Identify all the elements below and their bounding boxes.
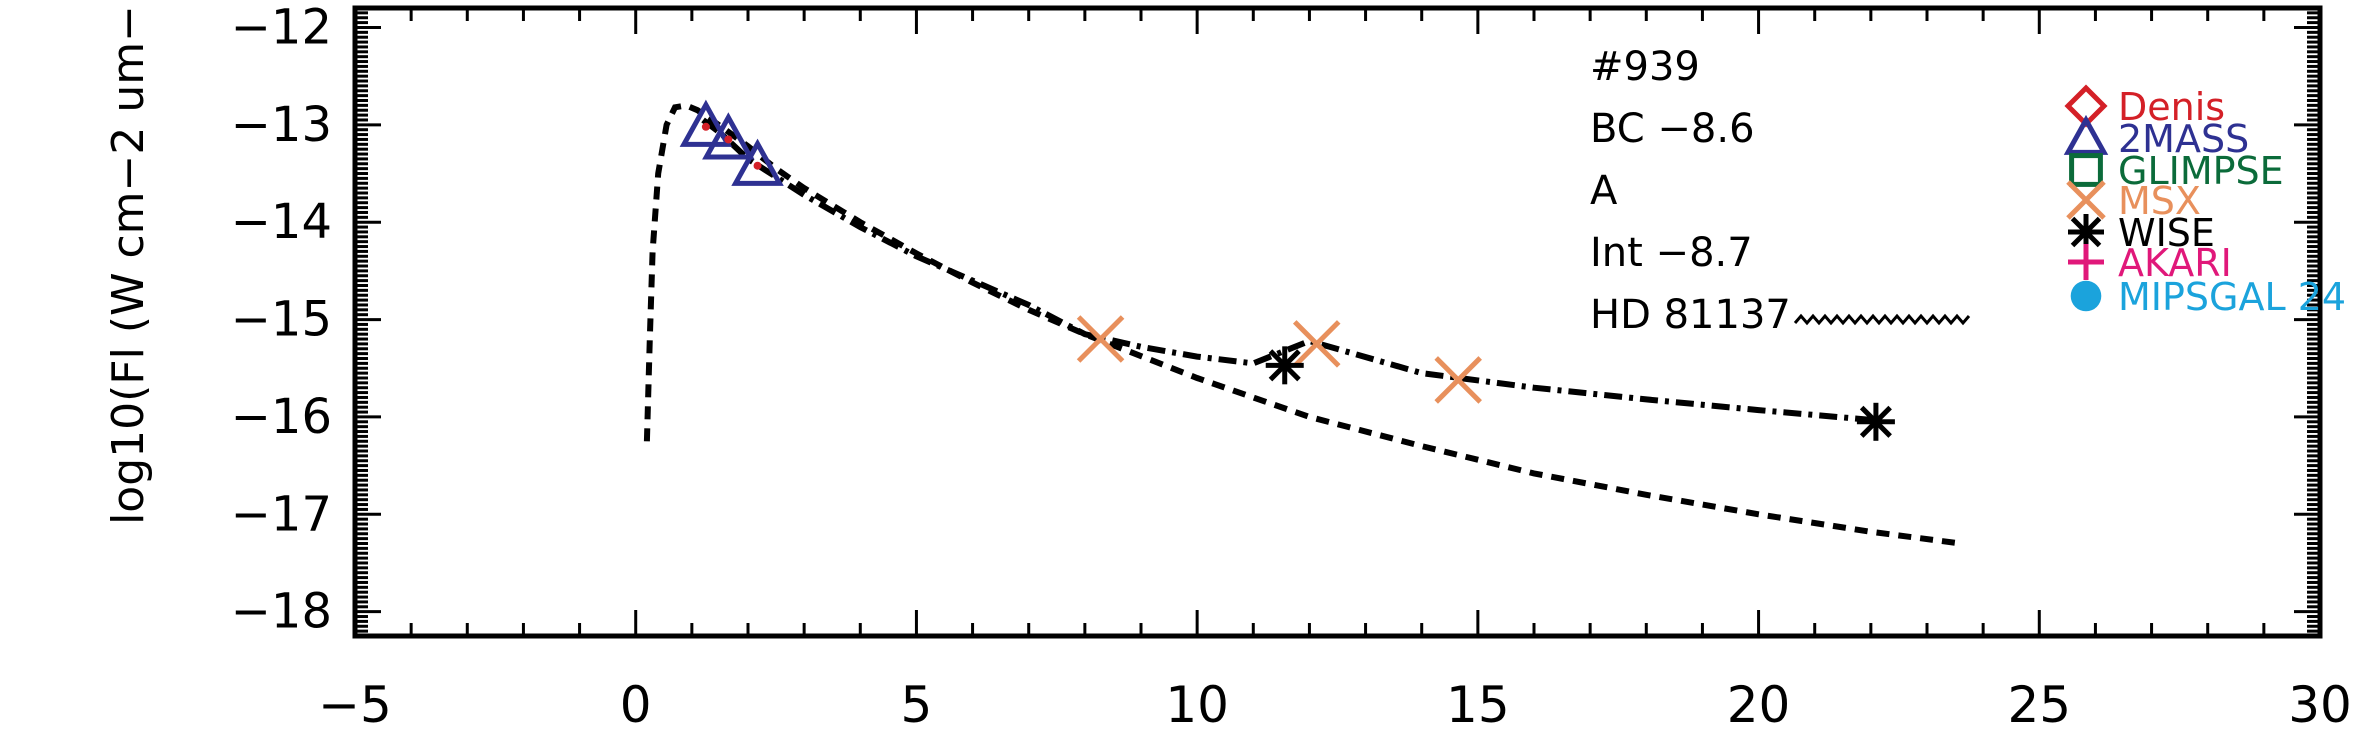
legend-item: MSX: [2066, 179, 2201, 223]
y-tick-label: −17: [231, 486, 332, 542]
y-tick-label: −12: [231, 0, 332, 55]
mipsgal-24-legend-icon: [2070, 280, 2102, 312]
2mass-point: [679, 99, 733, 147]
y-tick-label: −13: [231, 97, 332, 153]
annotation-line: A: [1590, 168, 1618, 214]
x-tick-label: 5: [901, 676, 933, 734]
legend-item: Denis: [2064, 84, 2225, 129]
y-axis-label: log10(Fl (W cm−2 um−: [103, 5, 154, 525]
y-tick-label: −18: [231, 584, 332, 640]
legend-item: AKARI: [2068, 241, 2232, 285]
x-tick-label: 30: [2288, 676, 2352, 734]
legend-item: GLIMPSE: [2069, 149, 2284, 193]
legend-label: MIPSGAL 24: [2118, 275, 2346, 319]
x-tick-marks: [353, 8, 2322, 636]
msx-point: [1292, 320, 1341, 368]
point-center-dot: [701, 122, 710, 131]
x-tick-labels: −5 0 5 10 15 20 25 30: [318, 676, 2352, 734]
legend-label: Denis: [2118, 85, 2225, 129]
wise-point: [1265, 346, 1304, 385]
annotation-line: Int −8.7: [1590, 230, 1753, 276]
plot-border: [352, 5, 2323, 639]
data-markers: [679, 99, 1895, 441]
msx-point: [1076, 315, 1125, 363]
point-center-dot: [753, 161, 762, 170]
x-tick-label: 25: [2007, 676, 2071, 734]
akari-legend-icon: [2068, 244, 2104, 280]
legend-label: MSX: [2118, 179, 2201, 223]
legend-item: 2MASS: [2063, 114, 2249, 161]
dashed-model-line: [643, 102, 1962, 547]
glimpse-legend-icon: [2069, 153, 2103, 187]
legend-item: MIPSGAL 24: [2070, 275, 2346, 319]
x-tick-label: 0: [620, 676, 652, 734]
msx-legend-icon: [2066, 180, 2106, 220]
dash-dot-model-line: [701, 117, 1872, 423]
legend-item: WISE: [2068, 211, 2215, 255]
y-tick-label: −15: [231, 292, 332, 348]
y-tick-marks: [355, 6, 2320, 638]
2mass-legend-icon: [2063, 114, 2109, 155]
annotation-line: HD 81137: [1590, 292, 1791, 338]
point-center-dot: [724, 135, 733, 144]
legend-label: AKARI: [2118, 241, 2232, 285]
wise-point: [1856, 402, 1895, 441]
annotation-line: #939: [1590, 44, 1700, 90]
legend-label: GLIMPSE: [2118, 149, 2284, 193]
2mass-point: [702, 112, 755, 160]
x-tick-label: −5: [318, 676, 392, 734]
y-tick-label: −14: [231, 194, 332, 250]
legend-label: 2MASS: [2118, 117, 2249, 161]
2mass-point: [731, 138, 784, 186]
annotation-wavy-line: [1793, 313, 1971, 326]
model-lines: [643, 102, 1962, 547]
legend-label: WISE: [2118, 211, 2215, 255]
annotations: #939 BC −8.6 A Int −8.7 HD 81137: [1590, 44, 1971, 338]
x-tick-label: 15: [1446, 676, 1510, 734]
annotation-line: BC −8.6: [1590, 106, 1755, 152]
y-tick-label: −16: [231, 389, 332, 445]
msx-point: [1434, 356, 1482, 404]
y-tick-labels: −18 −17 −16 −15 −14 −13 −12: [231, 0, 332, 640]
x-tick-label: 10: [1165, 676, 1229, 734]
x-tick-label: 20: [1727, 676, 1791, 734]
plot-frame: [352, 5, 2323, 639]
